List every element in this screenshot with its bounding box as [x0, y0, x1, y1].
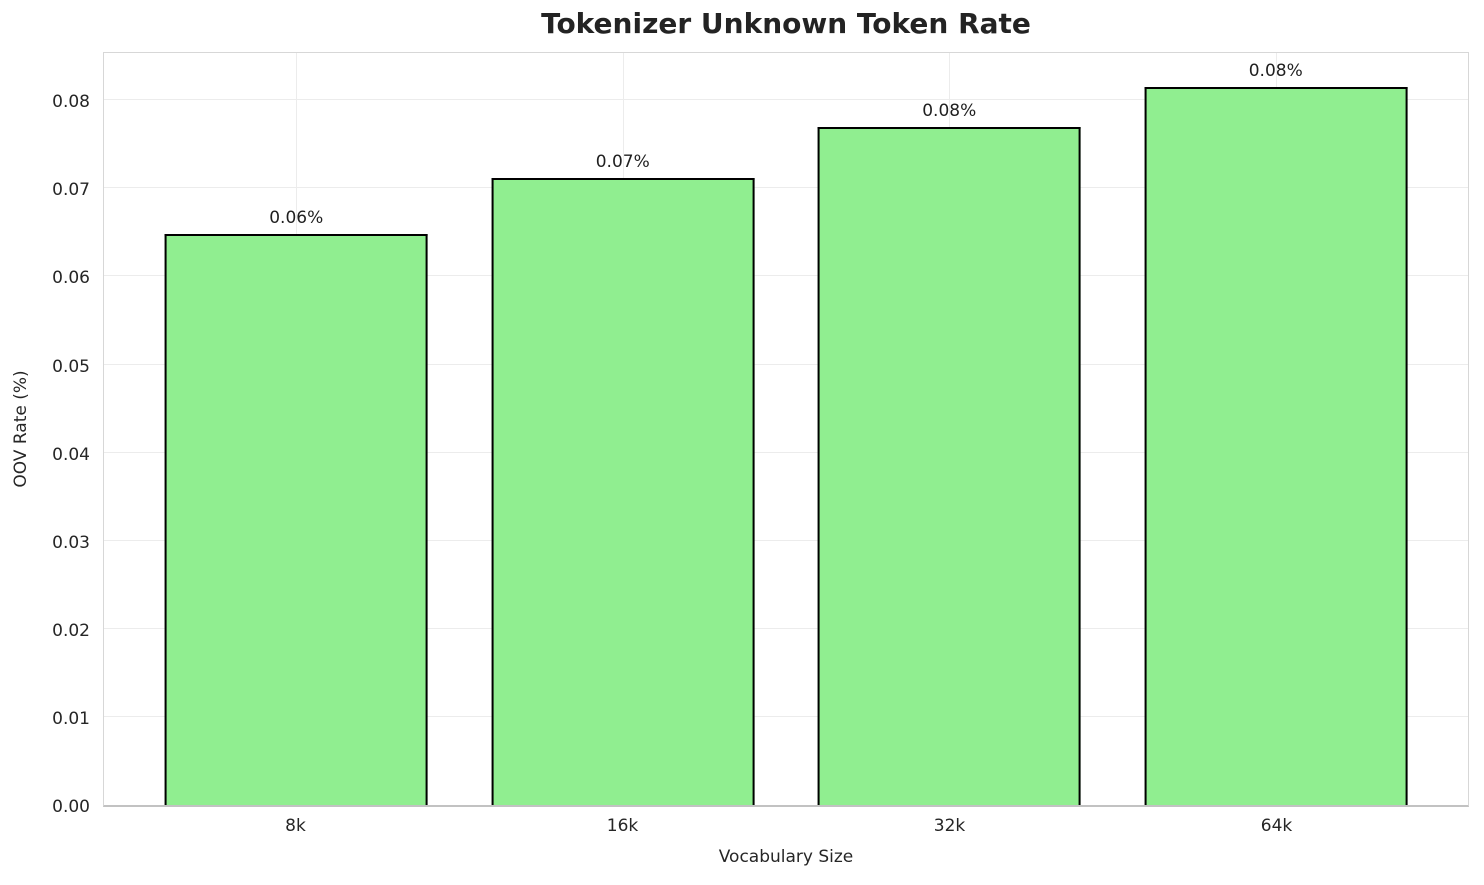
- chart-title: Tokenizer Unknown Token Rate: [541, 7, 1031, 40]
- gridline: [104, 363, 1468, 365]
- y-tick-label: 0.07: [52, 180, 90, 201]
- x-tick-label: 64k: [1260, 816, 1293, 836]
- bar-slot: 0.07%: [460, 53, 787, 805]
- x-tick-label: 8k: [285, 816, 306, 836]
- bar-16k: [491, 177, 755, 805]
- y-tick-label: 0.06: [52, 268, 90, 289]
- y-tick-label: 0.03: [52, 532, 90, 553]
- bar-value-label: 0.08%: [1248, 61, 1303, 82]
- x-tick-label: 16k: [606, 816, 639, 836]
- y-tick-label: 0.02: [52, 620, 90, 641]
- gridline: [104, 275, 1468, 277]
- y-tick-label: 0.04: [52, 444, 90, 465]
- y-tick-label: 0.05: [52, 356, 90, 377]
- x-axis-title: Vocabulary Size: [718, 847, 854, 867]
- bar-value-label: 0.06%: [269, 208, 324, 229]
- bar-64k: [1144, 87, 1408, 805]
- gridline: [104, 627, 1468, 629]
- bar-8k: [164, 234, 428, 805]
- gridline: [104, 99, 1468, 101]
- bar-32k: [817, 126, 1081, 805]
- bar-slots: 0.06% 0.07% 0.08% 0.08%: [104, 53, 1468, 805]
- y-tick-label: 0.01: [52, 708, 90, 729]
- bar-value-label: 0.07%: [595, 151, 650, 172]
- x-tick-label: 32k: [933, 816, 966, 836]
- gridline: [104, 451, 1468, 453]
- y-tick-label: 0.00: [52, 797, 90, 817]
- y-tick-label: 0.08: [52, 92, 90, 113]
- gridline: [104, 539, 1468, 541]
- gridline: [104, 715, 1468, 717]
- gridline: [104, 187, 1468, 189]
- plot-area: 0.06% 0.07% 0.08% 0.08%: [103, 52, 1469, 807]
- bar-slot: 0.08%: [1113, 53, 1440, 805]
- y-axis-title: OOV Rate (%): [11, 370, 31, 488]
- bar-value-label: 0.08%: [922, 100, 977, 121]
- bar-slot: 0.06%: [133, 53, 460, 805]
- bar-slot: 0.08%: [786, 53, 1113, 805]
